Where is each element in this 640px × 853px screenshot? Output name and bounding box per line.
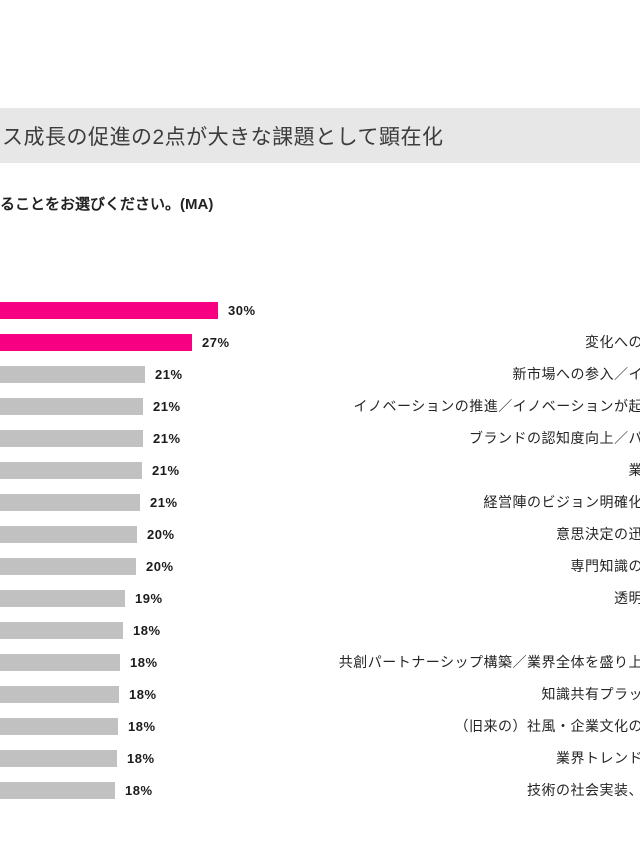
highlighted-bar xyxy=(0,302,218,319)
bar-chart: 30% 27% 変化への 21% 新市場への参入／イ 21% イノベーションの推進／イノベー… xyxy=(0,295,640,807)
category-label: 知識共有プラッ xyxy=(541,688,640,703)
bar-row: 30% xyxy=(0,295,640,327)
bar xyxy=(0,750,117,767)
value-label: 18% xyxy=(129,687,157,702)
bar-row: 18% 共創パートナーシップ構築／業界全体を盛り上 xyxy=(0,647,640,679)
bar-row: 27% 変化への xyxy=(0,327,640,359)
bar xyxy=(0,558,136,575)
bar-row: 18% 技術の社会実装、 xyxy=(0,775,640,807)
slide-title-banner: ス成長の促進の2点が大きな課題として顕在化 xyxy=(0,108,640,163)
bar xyxy=(0,718,118,735)
bar xyxy=(0,494,140,511)
bar xyxy=(0,654,120,671)
category-label: 技術の社会実装、 xyxy=(527,784,640,799)
bar-row: 21% ブランドの認知度向上／パ xyxy=(0,423,640,455)
category-label: 変化への xyxy=(585,336,640,351)
value-label: 21% xyxy=(152,463,180,478)
category-label: （旧来の）社風・企業文化の xyxy=(454,720,640,735)
value-label: 21% xyxy=(153,431,181,446)
value-label: 30% xyxy=(228,303,256,318)
bar-row: 18% xyxy=(0,615,640,647)
slide-title: ス成長の促進の2点が大きな課題として顕在化 xyxy=(2,125,444,149)
bar xyxy=(0,526,137,543)
bar xyxy=(0,782,115,799)
category-label: 共創パートナーシップ構築／業界全体を盛り上 xyxy=(338,656,640,671)
category-label: ブランドの認知度向上／パ xyxy=(469,432,640,447)
bar-row: 19% 透明 xyxy=(0,583,640,615)
value-label: 20% xyxy=(147,527,175,542)
category-label: 業 xyxy=(628,464,640,479)
bar-row: 21% 経営陣のビジョン明確化 xyxy=(0,487,640,519)
bar-row: 20% 意思決定の迅 xyxy=(0,519,640,551)
category-label: 専門知識の xyxy=(570,560,640,575)
bar xyxy=(0,462,142,479)
category-label: 業界トレンド xyxy=(556,752,640,767)
bar xyxy=(0,430,143,447)
category-label: 新市場への参入／イ xyxy=(512,368,640,383)
value-label: 27% xyxy=(202,335,230,350)
category-label: 経営陣のビジョン明確化 xyxy=(483,496,640,511)
value-label: 18% xyxy=(125,783,153,798)
value-label: 18% xyxy=(130,655,158,670)
category-label: イノベーションの推進／イノベーションが起 xyxy=(353,400,640,415)
bar-row: 21% 業 xyxy=(0,455,640,487)
value-label: 21% xyxy=(153,399,181,414)
bar xyxy=(0,398,143,415)
value-label: 18% xyxy=(128,719,156,734)
bar-row: 21% 新市場への参入／イ xyxy=(0,359,640,391)
bar-row: 21% イノベーションの推進／イノベーションが起 xyxy=(0,391,640,423)
bar-row: 18% 知識共有プラッ xyxy=(0,679,640,711)
bar-row: 20% 専門知識の xyxy=(0,551,640,583)
bar xyxy=(0,686,119,703)
category-label: 透明 xyxy=(614,592,640,607)
bar-row: 18% （旧来の）社風・企業文化の xyxy=(0,711,640,743)
value-label: 18% xyxy=(127,751,155,766)
bar xyxy=(0,366,145,383)
value-label: 19% xyxy=(135,591,163,606)
value-label: 21% xyxy=(155,367,183,382)
value-label: 20% xyxy=(146,559,174,574)
value-label: 18% xyxy=(133,623,161,638)
highlighted-bar xyxy=(0,334,192,351)
bar xyxy=(0,590,125,607)
survey-question-text: ることをお選びください。(MA) xyxy=(0,196,214,213)
bar xyxy=(0,622,123,639)
bar-row: 18% 業界トレンド xyxy=(0,743,640,775)
value-label: 21% xyxy=(150,495,178,510)
category-label: 意思決定の迅 xyxy=(556,528,640,543)
